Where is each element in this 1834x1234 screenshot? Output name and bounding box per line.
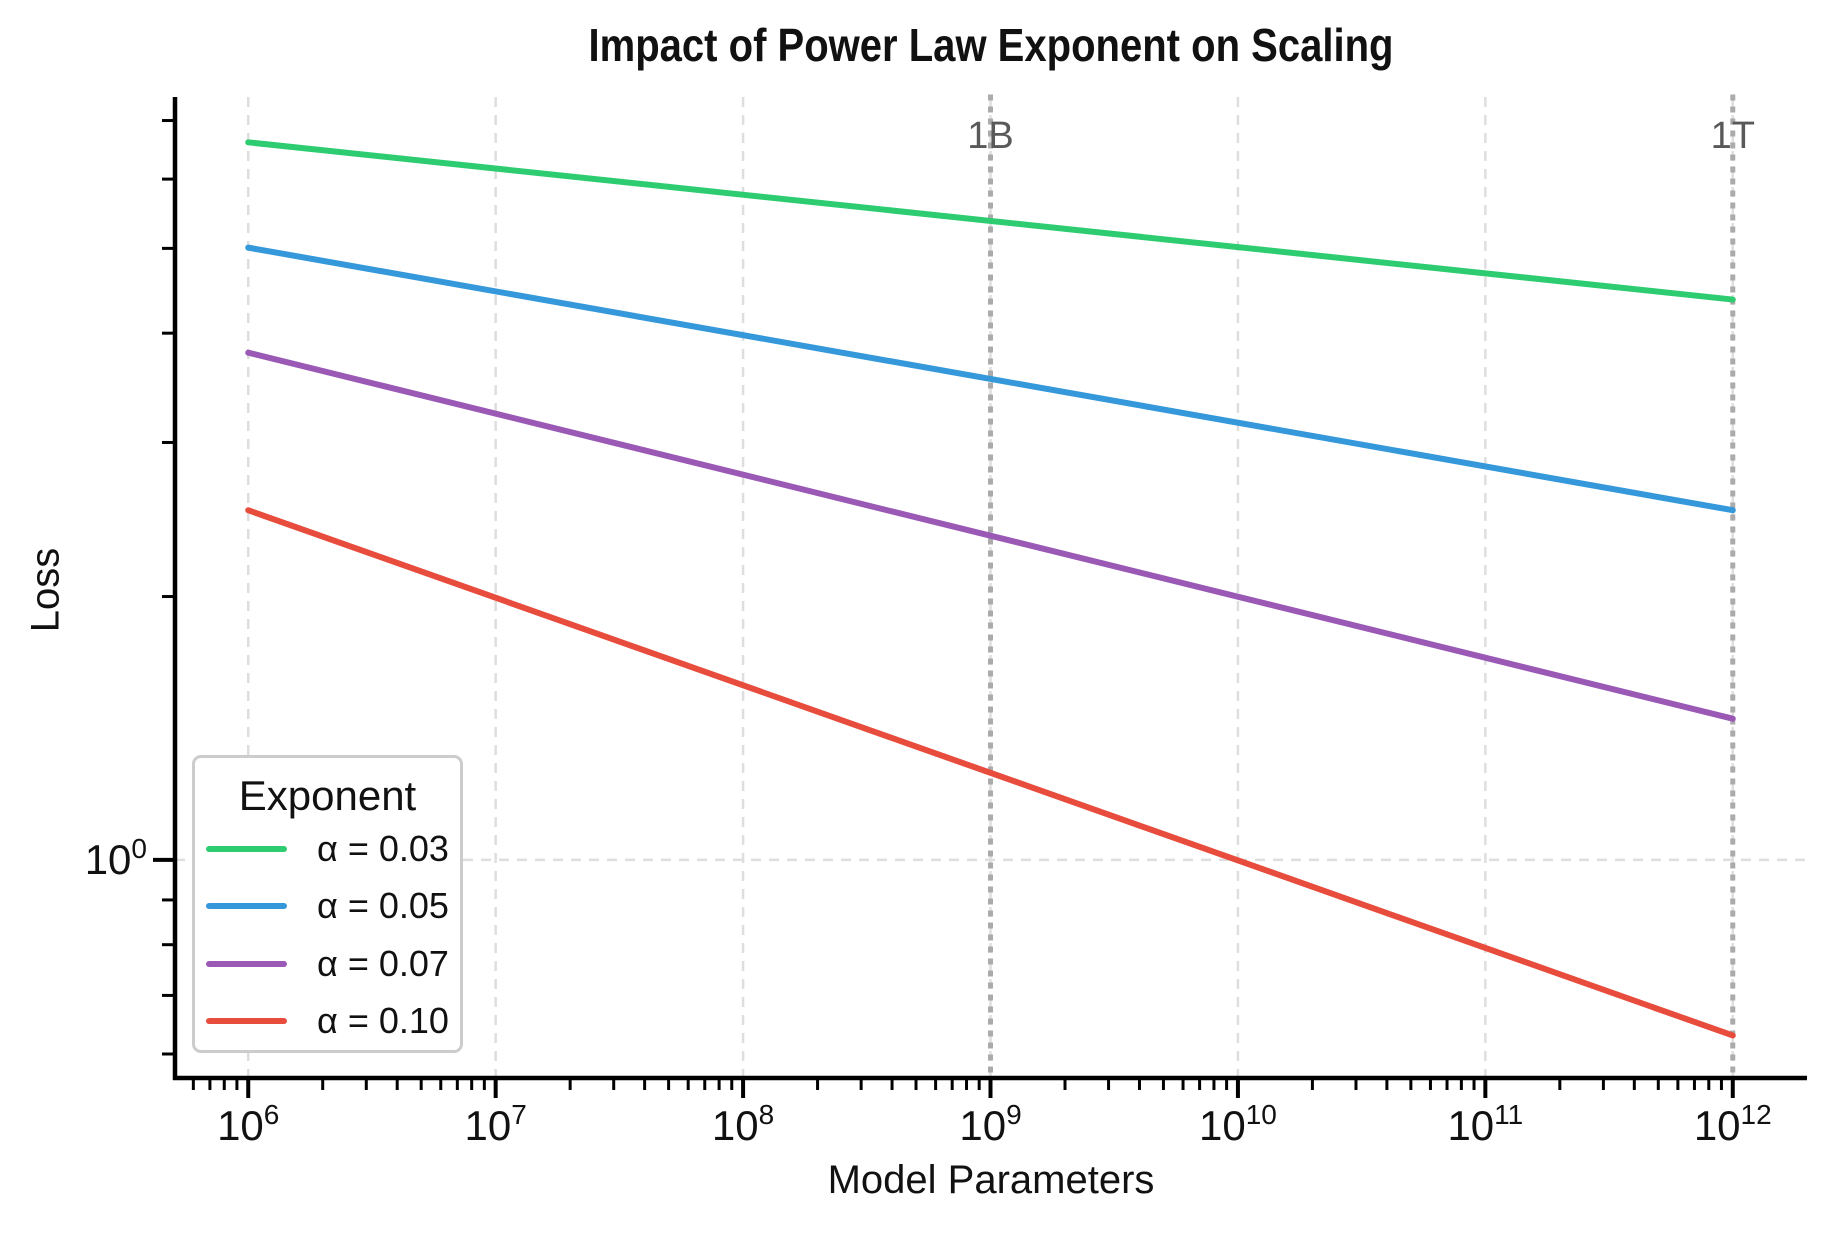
legend: Exponent α = 0.03 α = 0.05 α = 0.07 α = … — [192, 755, 463, 1053]
legend-swatch-alpha-010 — [206, 1018, 287, 1025]
series-line-0.03 — [245, 139, 1736, 303]
x-tick-label-1e12: 1012 — [1694, 1099, 1772, 1149]
legend-entry: α = 0.03 — [195, 820, 460, 878]
legend-swatch-alpha-007 — [206, 960, 287, 967]
y-tick-label-1e0: 100 — [85, 833, 147, 883]
legend-entry: α = 0.07 — [195, 935, 460, 993]
x-axis-label: Model Parameters — [827, 1158, 1155, 1202]
legend-label-alpha-005: α = 0.05 — [317, 885, 449, 927]
chart-title: Impact of Power Law Exponent on Scaling — [588, 19, 1394, 71]
legend-swatch-alpha-003 — [206, 845, 287, 852]
y-axis-label: Loss — [23, 547, 68, 633]
annotation-label-1B: 1B — [967, 115, 1013, 157]
series-line-0.05 — [245, 244, 1736, 514]
x-tick-label-1e6: 106 — [217, 1099, 279, 1149]
legend-label-alpha-003: α = 0.03 — [317, 827, 449, 869]
legend-title: Exponent — [238, 772, 417, 819]
x-tick-label-1e11: 1011 — [1447, 1099, 1523, 1149]
series-line-0.10 — [245, 507, 1736, 1039]
legend-entry: α = 0.10 — [195, 993, 460, 1051]
legend-label-alpha-007: α = 0.07 — [317, 942, 449, 984]
legend-entry: α = 0.05 — [195, 878, 460, 936]
legend-swatch-alpha-005 — [206, 903, 287, 910]
series-line-0.07 — [245, 349, 1736, 722]
x-tick-label-1e8: 108 — [712, 1099, 774, 1149]
annotation-label-1T: 1T — [1711, 115, 1755, 157]
x-tick-label-1e10: 1010 — [1199, 1099, 1277, 1149]
legend-label-alpha-010: α = 0.10 — [317, 1000, 449, 1042]
x-tick-label-1e7: 107 — [465, 1099, 527, 1149]
x-tick-label-1e9: 109 — [959, 1099, 1021, 1149]
